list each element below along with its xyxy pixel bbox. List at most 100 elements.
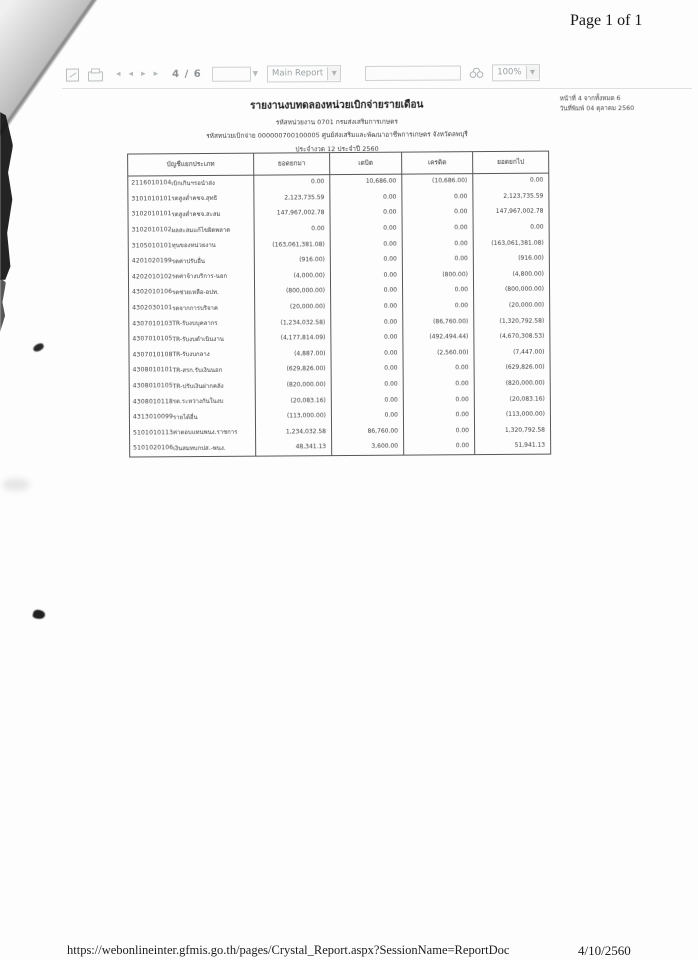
amount-cell: (1,234,032.58) xyxy=(255,314,332,331)
amount-cell: 0.00 xyxy=(254,220,331,238)
amount-cell: 0.00 xyxy=(403,282,475,299)
amount-cell: 0.00 xyxy=(403,407,475,424)
amount-cell: 0.00 xyxy=(330,251,403,268)
amount-cell: 0.00 xyxy=(331,282,404,299)
report-page-info: หน้าที่ 4 จากทั้งหมด 6 วันที่พิมพ์ 04 ตุ… xyxy=(560,94,634,115)
account-code: 5101010113 xyxy=(133,429,174,437)
account-code: 4308010118 xyxy=(132,397,174,406)
binoculars-search-icon[interactable] xyxy=(469,67,484,78)
search-input[interactable] xyxy=(365,65,462,81)
account-code: 4202010102 xyxy=(131,273,173,281)
account-code: 4313010099 xyxy=(132,413,174,421)
account-name: รด.ระหว่างกันในงบ xyxy=(172,397,224,406)
account-cell: 4302010106 รดช่วยเหลือ-อปท. xyxy=(129,283,256,301)
amount-cell: 0.00 xyxy=(530,223,544,231)
amount-cell: 147,967,002.78 xyxy=(254,205,331,222)
account-name: TR-ปรับเงินฝากคลัง xyxy=(172,382,224,390)
account-name: TR-รับงบบุคลากร xyxy=(172,320,218,328)
chevron-down-icon: ▼ xyxy=(327,66,341,80)
account-cell: 5101010113 ค่าตอบแทนพนง.ราชการ xyxy=(129,424,257,441)
column-header: เดบิต xyxy=(330,152,403,175)
account-code: 4302030101 xyxy=(132,304,173,312)
page-indicator: 4 / 6 xyxy=(172,68,202,80)
account-code: 2116010104 xyxy=(131,179,172,187)
amount-cell: 10,686.00 xyxy=(330,173,403,190)
report-title: รายงานงบทดลองหน่วยเบิกจ่ายรายเดือน xyxy=(250,99,424,112)
next-page-icon[interactable]: ▸ xyxy=(141,68,146,79)
amount-cell: 0.00 xyxy=(403,297,475,314)
account-name: รายได้อื่น xyxy=(172,413,198,421)
zoom-select[interactable]: 100% ▼ xyxy=(492,63,540,81)
print-footer-url: https://webonlineinter.gfmis.go.th/pages… xyxy=(67,943,510,957)
amount-cell: (4,177,814.09) xyxy=(255,330,332,347)
scan-artifact-smudge xyxy=(2,478,30,491)
print-icon[interactable] xyxy=(87,70,104,81)
account-cell: 4307010105 TR-รับงบดำเนินงาน xyxy=(129,330,256,348)
column-header: เครดิต xyxy=(402,151,474,175)
account-cell: 4202010102 รดค่าจ้างบริการ-นอก xyxy=(128,268,256,285)
amount-cell: (113,000.00) xyxy=(255,408,332,425)
amount-cell: 0.00 xyxy=(331,407,404,424)
amount-cell: (163,061,381.08) xyxy=(254,236,331,253)
account-cell: 4307010103 TR-รับงบบุคลากร xyxy=(129,314,256,332)
first-page-icon[interactable]: ◂ xyxy=(115,68,121,79)
column-header: บัญชีแยกประเภท xyxy=(128,153,255,177)
report-unit: รหัสหน่วยเบิกจ่าย 000000700100005 ศูนย์ส… xyxy=(206,130,468,140)
amount-cell: 0.00 xyxy=(331,376,404,393)
account-name: รดค่าปรับอื่น xyxy=(171,257,205,266)
previous-page-icon[interactable]: ◂ xyxy=(128,68,134,79)
account-cell: 4308010101 TR-สรก.รับเงินนอก xyxy=(129,361,256,379)
trial-balance-table: บัญชีแยกประเภท ยอดยกมา เดบิต เครดิต ยอดย… xyxy=(127,150,552,458)
last-page-icon[interactable]: ▸ xyxy=(153,68,159,79)
amount-cell: (629,826.00) xyxy=(505,364,545,372)
amount-cell: 0.00 xyxy=(331,298,404,315)
amount-cell: 0.00 xyxy=(330,267,404,284)
print-page-number: Page 1 of 1 xyxy=(570,12,643,29)
export-icon[interactable] xyxy=(65,68,80,82)
amount-cell: 0.00 xyxy=(402,188,474,205)
report-page-info-line2: วันที่พิมพ์ 04 ตุลาคม 2560 xyxy=(559,105,635,113)
amount-cell: (4,800.00) xyxy=(512,270,544,278)
account-cell: 2116010104 เบิกเกินฯรอนำส่ง xyxy=(128,174,255,192)
crystal-report-toolbar: ◂ ◂ ▸ ▸ 4 / 6 ▼ Main Report ▼ 100% ▼ xyxy=(65,60,666,85)
scan-artifact-speck xyxy=(32,608,46,621)
amount-cell: 0.00 xyxy=(331,360,404,377)
amount-cell: 0.00 xyxy=(403,391,475,408)
amount-cell: 0.00 xyxy=(330,189,403,206)
amount-cell: 1,320,792.58 xyxy=(504,426,546,434)
print-footer-date: 4/10/2560 xyxy=(578,943,631,958)
column-header: ยอดยกไป xyxy=(473,151,549,174)
table-header-row: บัญชีแยกประเภท ยอดยกมา เดบิต เครดิต ยอดย… xyxy=(128,151,549,177)
amount-cell: (20,083.16) xyxy=(255,392,332,409)
account-name: TR-รับงบดำเนินงาน xyxy=(172,335,224,343)
amount-cell: 48,341.13 xyxy=(256,439,333,456)
amount-cell: 0.00 xyxy=(403,422,476,439)
table-body: 2116010104 เบิกเกินฯรอนำส่ง 0.00 10,686.… xyxy=(128,173,550,457)
account-name: ทุนของหน่วยงาน xyxy=(171,242,216,250)
amount-cell: (629,826.00) xyxy=(255,361,332,378)
amount-cell: (20,000.00) xyxy=(508,301,545,309)
account-code: 4308010105 xyxy=(132,382,173,390)
report-tree-select[interactable]: Main Report ▼ xyxy=(267,64,342,83)
amount-cell: (1,320,792.58) xyxy=(499,317,545,325)
report-header: รายงานงบทดลองหน่วยเบิกจ่ายรายเดือน รหัสห… xyxy=(127,97,547,155)
chevron-down-icon[interactable]: ▼ xyxy=(252,69,259,78)
toolbar-divider xyxy=(62,88,692,89)
amount-cell: 0.00 xyxy=(402,251,474,268)
report-tree-select-value: Main Report xyxy=(272,68,324,79)
amount-cell: 0.00 xyxy=(330,204,403,221)
account-code: 4307010103 xyxy=(132,319,173,328)
amount-cell: 0.00 xyxy=(403,360,475,377)
account-name: รดสูงต่ำคชจ.สะสม xyxy=(171,210,221,219)
account-cell: 3102010101 รดสูงต่ำคชจ.สะสม xyxy=(128,205,255,223)
report-page: รายงานงบทดลองหน่วยเบิกจ่ายรายเดือน รหัสห… xyxy=(0,90,698,475)
account-code: 3102010101 xyxy=(131,210,172,219)
account-code: 5101020106 xyxy=(133,444,174,452)
amount-cell: (2,560.00) xyxy=(403,344,475,361)
account-cell: 4308010105 TR-ปรับเงินฝากคลัง xyxy=(129,377,256,394)
account-name: รดค่าจ้างบริการ-นอก xyxy=(171,273,228,281)
amount-cell: 147,967,002.78 xyxy=(495,208,544,216)
goto-page-input[interactable] xyxy=(211,66,251,82)
amount-cell: 0.00 xyxy=(331,313,404,331)
amount-cell: 0.00 xyxy=(402,235,474,252)
